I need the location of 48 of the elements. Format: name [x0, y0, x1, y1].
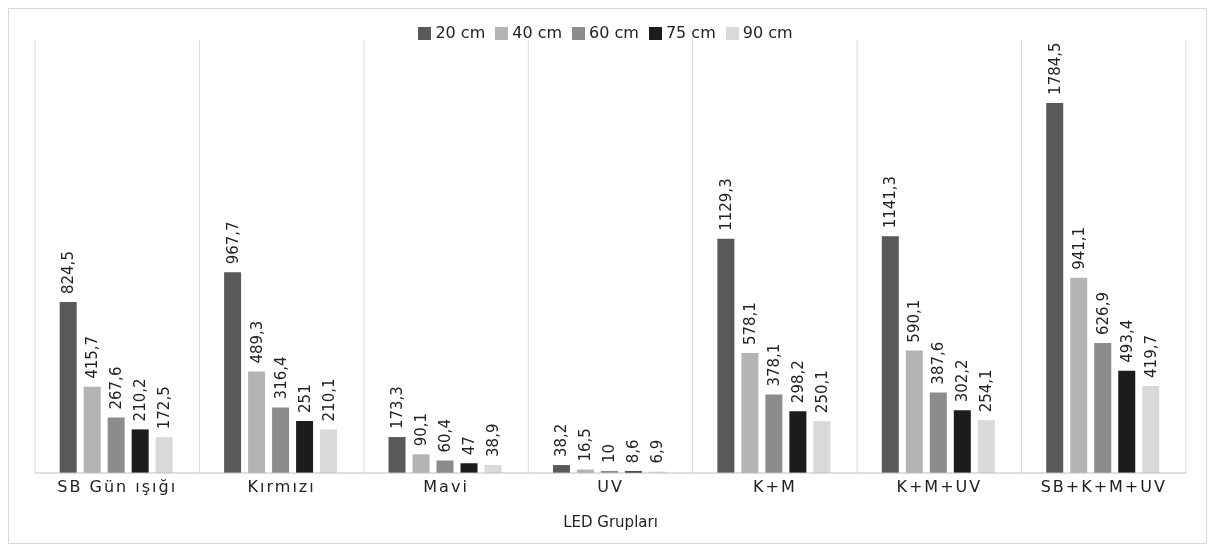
data-label: 173,3: [388, 386, 407, 430]
data-label: 302,2: [953, 359, 972, 403]
legend-label: 40 cm: [512, 23, 563, 42]
x-tick-label: Kırmızı: [247, 477, 316, 497]
legend-label: 90 cm: [742, 23, 793, 42]
data-label: 267,6: [107, 366, 126, 410]
x-tick-label: UV: [597, 477, 624, 497]
legend-label: 60 cm: [589, 23, 639, 42]
data-label: 8,6: [624, 439, 643, 464]
data-label: 16,5: [576, 428, 595, 462]
data-label: 298,2: [788, 360, 807, 404]
data-label: 493,4: [1117, 319, 1136, 363]
data-label: 626,9: [1093, 292, 1112, 335]
data-label: 1784,5: [1045, 42, 1064, 95]
x-tick-label: K+M: [753, 477, 797, 497]
data-label: 489,3: [247, 320, 266, 364]
data-label: 90,1: [412, 412, 431, 447]
data-label: 415,7: [83, 335, 102, 379]
data-label: 824,5: [59, 251, 78, 295]
data-label: 578,1: [740, 302, 759, 346]
data-label: 1141,3: [881, 175, 900, 229]
x-axis-title: LED Grupları: [563, 513, 658, 531]
legend-label: 75 cm: [665, 23, 716, 42]
data-label: 210,2: [131, 378, 150, 422]
data-label: 1129,3: [716, 178, 735, 231]
data-label: 172,5: [155, 386, 174, 430]
x-tick-label: K+M+UV: [896, 477, 983, 497]
data-label: 38,9: [484, 423, 503, 457]
data-label: 210,1: [319, 378, 338, 422]
legend-label: 20 cm: [435, 23, 486, 42]
x-tick-label: SB+K+M+UV: [1040, 477, 1167, 497]
data-label: 6,9: [648, 439, 667, 464]
data-label: 38,2: [552, 423, 571, 458]
data-label: 47: [460, 436, 479, 456]
x-tick-label: SB Gün ışığı: [57, 477, 178, 497]
x-tick-label: Mavi: [423, 477, 469, 497]
data-label: 419,7: [1141, 335, 1160, 378]
data-label: 387,6: [929, 341, 948, 385]
data-label: 250,1: [812, 370, 831, 414]
data-label: 967,7: [223, 221, 242, 265]
data-label: 10: [600, 443, 619, 463]
data-label: 590,1: [905, 299, 924, 343]
data-label: 60,4: [436, 419, 455, 453]
data-label: 254,1: [977, 369, 996, 413]
data-label: 941,1: [1069, 226, 1088, 270]
data-label: 251: [295, 384, 314, 413]
data-label: 378,1: [764, 343, 783, 387]
data-label: 316,4: [271, 356, 290, 400]
